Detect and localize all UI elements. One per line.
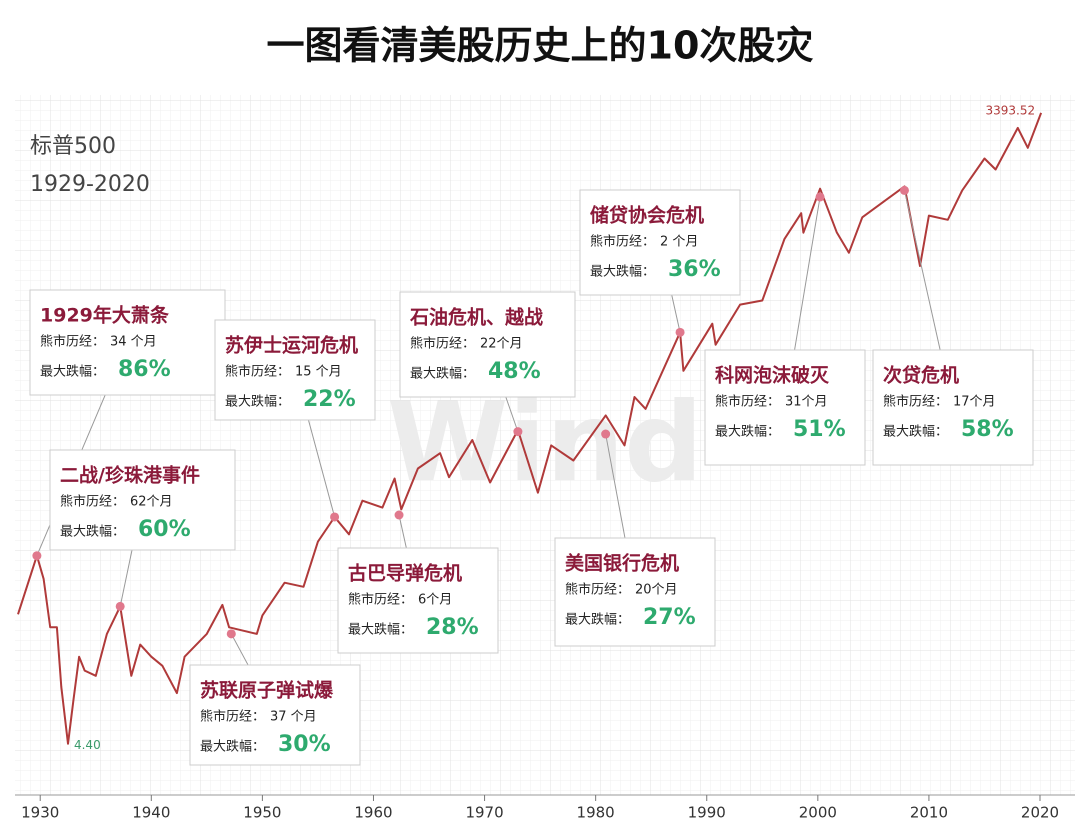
drop-label: 最大跌幅：: [715, 424, 780, 440]
period: 1929-2020: [30, 172, 150, 197]
event-title: 储贷协会危机: [590, 204, 704, 227]
drop: 60%: [138, 517, 191, 542]
x-tick-label: 2000: [799, 804, 837, 822]
x-tick-label: 2020: [1021, 804, 1059, 822]
event-title: 苏伊士运河危机: [225, 334, 358, 357]
duration-label: 熊市历经：: [225, 364, 290, 380]
x-tick-label: 1970: [465, 804, 503, 822]
drop-label: 最大跌幅：: [883, 424, 948, 440]
event-dot: [899, 185, 909, 195]
duration: 31个月: [785, 395, 828, 410]
drop-label: 最大跌幅：: [348, 622, 413, 638]
drop: 51%: [793, 417, 846, 442]
drop: 48%: [488, 359, 541, 384]
drop: 30%: [278, 732, 331, 757]
duration: 34 个月: [110, 335, 157, 350]
x-tick-label: 1950: [243, 804, 281, 822]
x-tick-label: 1960: [354, 804, 392, 822]
series-title: 标普500: [30, 134, 116, 159]
x-tick-label: 1940: [132, 804, 170, 822]
duration-label: 熊市历经：: [565, 582, 630, 598]
event-dot: [226, 629, 236, 639]
x-tick-label: 1930: [21, 804, 59, 822]
duration-label: 熊市历经：: [410, 336, 475, 352]
duration: 20个月: [635, 583, 678, 598]
duration: 15 个月: [295, 365, 342, 380]
event-title: 二战/珍珠港事件: [60, 464, 200, 487]
event-box: [554, 537, 716, 647]
duration-label: 熊市历经：: [715, 394, 780, 410]
event-title: 1929年大萧条: [40, 304, 170, 327]
event-box: [214, 319, 376, 421]
value-label: 4.40: [74, 738, 101, 752]
event-title: 次贷危机: [883, 364, 959, 387]
event-dot: [330, 512, 340, 522]
duration-label: 熊市历经：: [200, 709, 265, 725]
drop: 86%: [118, 357, 171, 382]
drop-label: 最大跌幅：: [40, 364, 105, 380]
value-label: 3393.52: [985, 103, 1035, 117]
event-box: [579, 189, 741, 296]
event-dot: [675, 327, 685, 337]
duration: 22个月: [480, 337, 523, 352]
duration: 6个月: [418, 593, 452, 608]
event-dot: [815, 192, 825, 202]
event-title: 石油危机、越战: [409, 306, 543, 329]
event-dot: [32, 551, 42, 561]
event-title: 美国银行危机: [565, 552, 679, 575]
event-dot: [513, 427, 523, 437]
event-box: [29, 289, 226, 396]
drop-label: 最大跌幅：: [590, 264, 655, 280]
duration: 37 个月: [270, 710, 317, 725]
drop: 22%: [303, 387, 356, 412]
drop-label: 最大跌幅：: [225, 394, 290, 410]
duration-label: 熊市历经：: [348, 592, 413, 608]
x-tick-label: 1980: [577, 804, 615, 822]
event-box: [872, 349, 1034, 466]
duration: 17个月: [953, 395, 996, 410]
chart-title: 一图看清美股历史上的10次股灾: [267, 24, 814, 68]
drop-label: 最大跌幅：: [60, 524, 125, 540]
event-box: [337, 547, 499, 654]
drop: 58%: [961, 417, 1014, 442]
event-box: [49, 449, 236, 551]
duration-label: 熊市历经：: [60, 494, 125, 510]
event-dot: [115, 601, 125, 611]
x-tick-label: 1990: [688, 804, 726, 822]
drop: 36%: [668, 257, 721, 282]
event-box: [399, 291, 576, 398]
drop-label: 最大跌幅：: [565, 612, 630, 628]
event-dot: [394, 510, 404, 520]
event-box: [704, 349, 866, 466]
x-tick-label: 2010: [910, 804, 948, 822]
drop: 28%: [426, 615, 479, 640]
drop: 27%: [643, 605, 696, 630]
duration: 62个月: [130, 495, 173, 510]
drop-label: 最大跌幅：: [410, 366, 475, 382]
duration-label: 熊市历经：: [590, 234, 655, 250]
drop-label: 最大跌幅：: [200, 739, 265, 755]
duration-label: 熊市历经：: [40, 334, 105, 350]
duration-label: 熊市历经：: [883, 394, 948, 410]
event-title: 苏联原子弹试爆: [200, 679, 334, 702]
event-dot: [601, 429, 611, 439]
event-box: [189, 664, 361, 766]
event-title: 科网泡沫破灭: [715, 364, 830, 387]
duration: 2 个月: [660, 235, 698, 250]
price-line: [17, 112, 1043, 745]
event-title: 古巴导弹危机: [348, 562, 462, 585]
